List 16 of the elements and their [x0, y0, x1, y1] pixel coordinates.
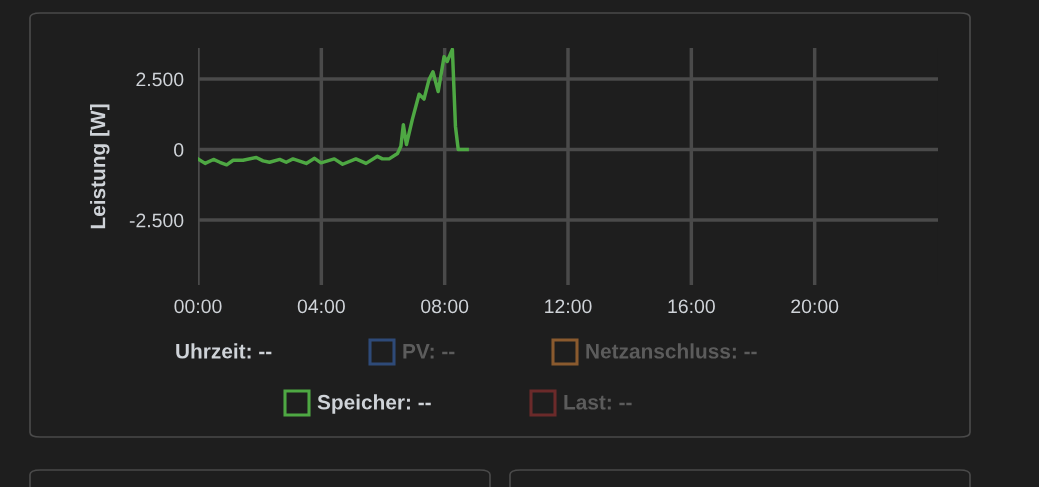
legend-label: Last: --: [564, 395, 632, 410]
x-tick-label: 12:00: [545, 299, 592, 314]
line-series: [198, 48, 469, 167]
y-axis-title: Leistung [W]: [90, 104, 110, 229]
x-tick-label: 00:00: [174, 299, 222, 314]
x-tick-label: 16:00: [668, 299, 715, 314]
y-tick-label: -2.500: [129, 213, 184, 228]
x-tick-label: 08:00: [421, 299, 469, 314]
legend-label: Speicher: --: [317, 394, 431, 414]
x-tick-label: 04:00: [297, 299, 345, 314]
y-tick-label: 0: [174, 143, 184, 157]
y-tick-label: 2.500: [136, 72, 184, 87]
legend-label: Netzanschluss: --: [586, 343, 757, 359]
legend-label: PV: --: [403, 344, 455, 359]
legend-title: Uhrzeit: --: [176, 343, 272, 359]
x-tick-label: 20:00: [791, 299, 839, 314]
